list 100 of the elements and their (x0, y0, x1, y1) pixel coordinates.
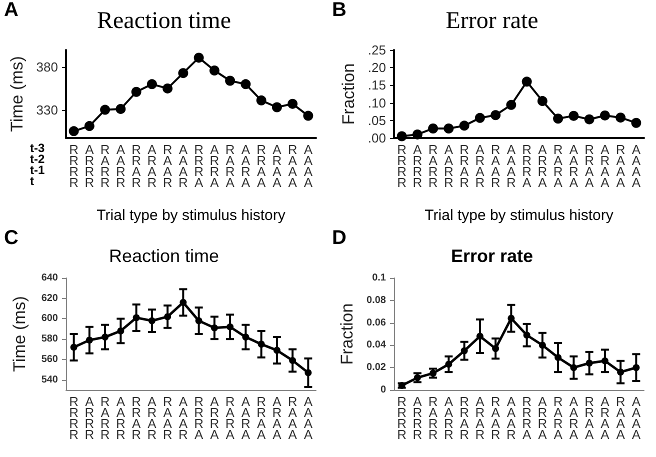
point (288, 98, 298, 109)
point (601, 357, 608, 364)
x-tick-label: A R R A (210, 394, 220, 442)
x-axis-title: Trial type by stimulus history (96, 207, 286, 224)
x-tick-label: A R R R (412, 394, 422, 442)
point (631, 118, 642, 128)
y-axis-title: Time (ms) (10, 296, 29, 372)
x-tick-label: A A A R (178, 394, 188, 442)
x-tick-label: R R R A (194, 394, 204, 442)
y-tick-label: 330 (36, 102, 58, 118)
x-axis-title: Trial type by stimulus history (424, 207, 614, 224)
text: t-2 (30, 152, 45, 166)
point (86, 336, 93, 344)
x-tick-label: A A A R (506, 394, 516, 442)
x-tick-label: A R R R (412, 142, 422, 190)
point (522, 76, 532, 87)
point (242, 334, 250, 341)
point (506, 100, 516, 110)
y-tick-label: 380 (36, 60, 58, 75)
point (194, 52, 204, 63)
point (116, 104, 126, 114)
point (412, 129, 422, 140)
x-tick-label: A R A A (600, 142, 610, 190)
point (256, 95, 266, 106)
y-tick-label: 620 (41, 292, 58, 304)
point (70, 344, 78, 351)
x-tick-label: R A A A (616, 394, 626, 442)
point (490, 110, 501, 120)
point (584, 114, 594, 124)
point (84, 121, 94, 132)
y-tick-label: 0.04 (366, 340, 386, 351)
point (445, 360, 452, 368)
x-tick-label: A A A A (304, 394, 313, 442)
x-tick-label: R R R R (397, 394, 407, 442)
x-tick-label: R A A R (162, 142, 172, 190)
x-tick-label: A R R A (538, 142, 548, 190)
chart-title: Error rate (450, 246, 534, 266)
x-tick-label: R A R A (225, 394, 235, 442)
point (102, 334, 109, 341)
y-tick-label: 580 (41, 334, 58, 345)
x-tick-label: A R A R (147, 394, 157, 442)
y-tick-label: 0 (380, 384, 386, 396)
x-tick-label: A R A R (475, 142, 485, 190)
x-tick-label: R A A A (288, 394, 298, 442)
x-tick-label: A A A A (632, 142, 641, 190)
x-tick-label: A R A A (272, 142, 282, 190)
x-tick-label: R A R R (100, 394, 110, 442)
y-tick-label: .25 (368, 42, 386, 58)
x-tick-label: R R A A (584, 142, 594, 190)
text: t (30, 174, 34, 188)
point (553, 114, 564, 124)
point (209, 66, 220, 76)
x-tick-label: R R R R (69, 142, 79, 190)
x-tick-label: A A R A (568, 394, 578, 442)
x-tick-label: A R R A (538, 394, 548, 442)
point (554, 354, 562, 362)
x-tick-label: R R A R (460, 394, 470, 442)
text: B (332, 0, 346, 21)
point (273, 346, 280, 354)
y-axis-title: Time (ms) (7, 56, 26, 132)
x-tick-label: R R A A (256, 394, 266, 442)
point (616, 112, 626, 123)
y-axis-title: Fraction (339, 63, 358, 125)
point (132, 314, 140, 322)
point (303, 110, 314, 121)
point (617, 368, 624, 376)
point (195, 317, 202, 324)
point (178, 68, 188, 78)
x-tick-label: A A A R (506, 142, 516, 190)
x-tick-label: R A R R (428, 394, 438, 442)
chart-title: Reaction time (108, 246, 220, 266)
x-tick-label: A A R A (568, 142, 578, 190)
x-tick-label: R A A R (162, 394, 172, 442)
x-tick-label: R A R A (553, 394, 563, 442)
y-tick-label: 560 (41, 354, 58, 365)
x-tick-label: R A R R (100, 142, 110, 190)
x-tick-label: A A R A (240, 394, 250, 442)
point (600, 110, 610, 120)
x-tick-label: R A A A (616, 142, 626, 190)
point (148, 317, 156, 324)
x-tick-label: A A A A (632, 394, 641, 442)
point (210, 324, 218, 332)
point (444, 124, 454, 134)
point (240, 79, 251, 90)
point (289, 356, 296, 364)
point (492, 345, 500, 352)
point (117, 327, 124, 334)
point (131, 86, 142, 97)
x-tick-label: R R A R (132, 142, 142, 190)
y-tick-label: 0.1 (372, 272, 386, 284)
point (523, 332, 530, 339)
x-tick-label: R R A R (132, 394, 142, 442)
point (570, 364, 578, 372)
point (632, 364, 640, 372)
point (225, 76, 236, 86)
point (258, 340, 265, 348)
point (164, 313, 172, 320)
point (537, 96, 548, 106)
text: t-1 (30, 163, 45, 177)
x-tick-label: R R R A (522, 142, 532, 190)
